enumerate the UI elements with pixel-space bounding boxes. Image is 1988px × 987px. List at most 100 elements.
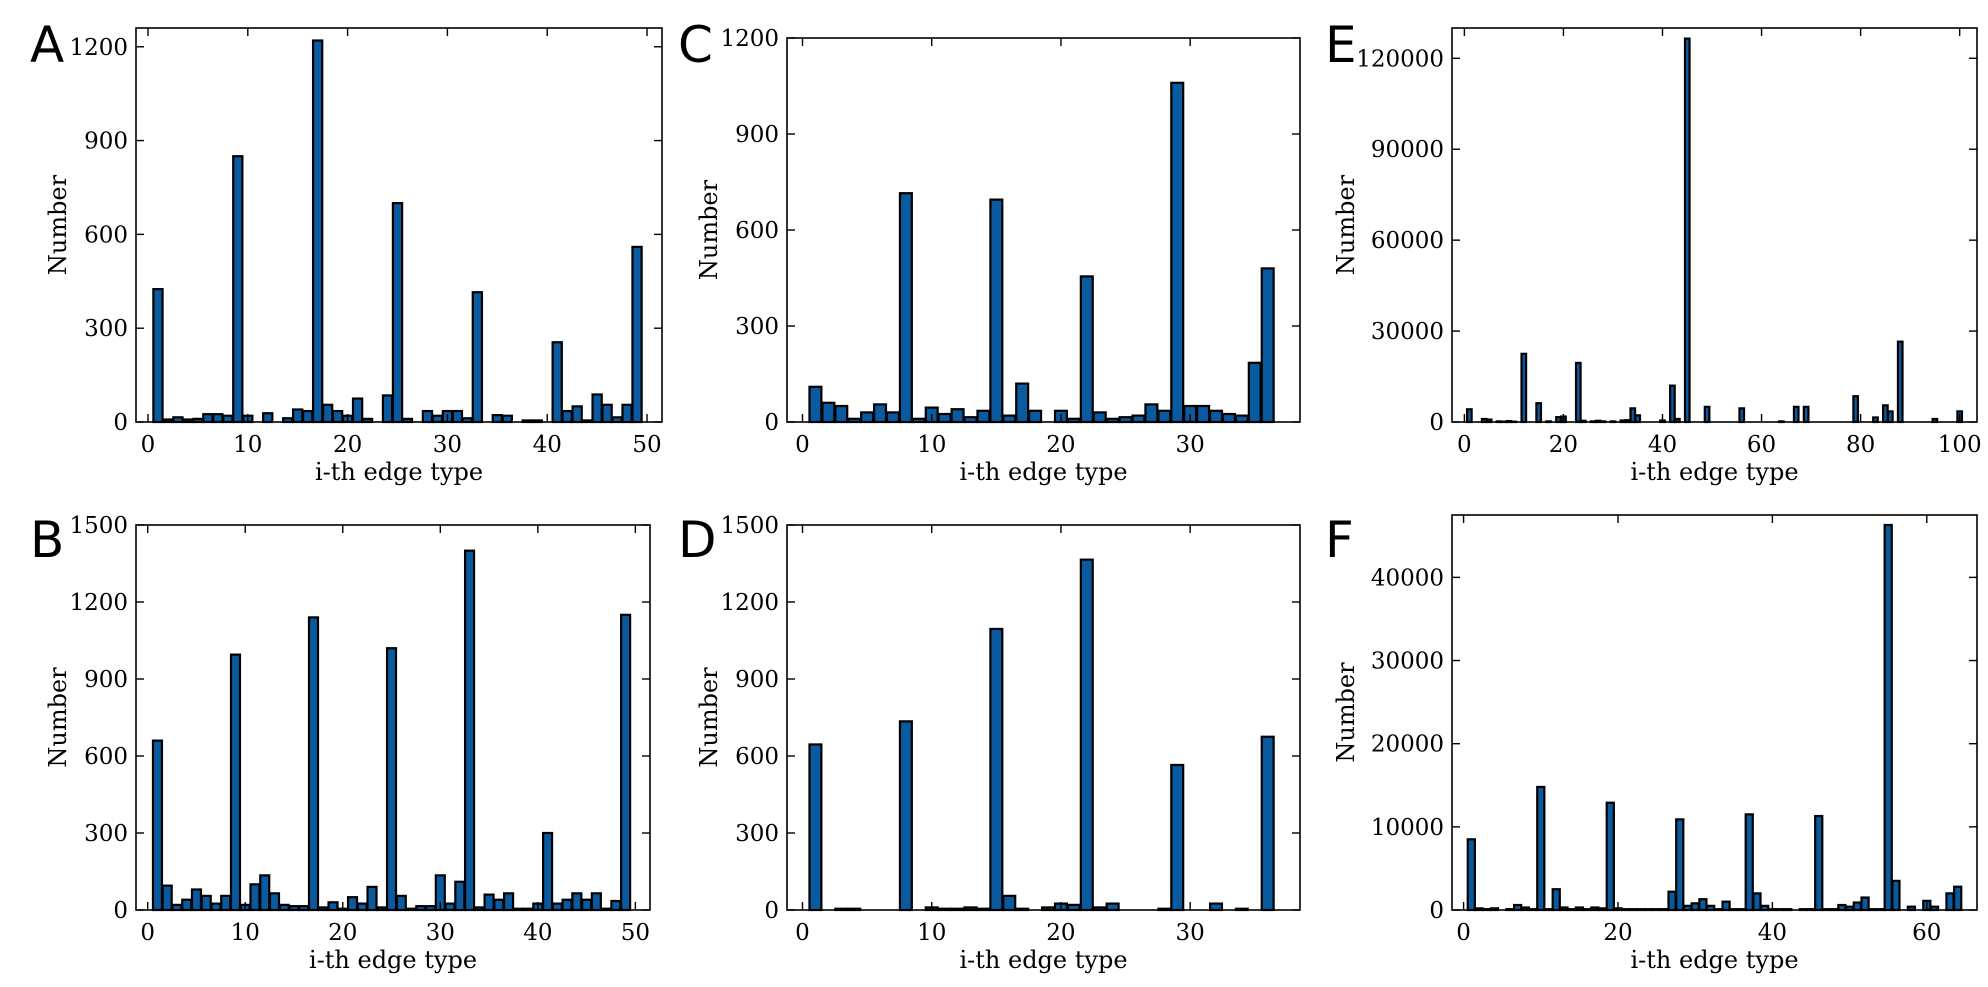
bar-e-69 — [1802, 405, 1810, 424]
bar-e-45 — [1683, 37, 1691, 424]
bar-b-43 — [561, 898, 573, 912]
bar-a-43 — [571, 405, 583, 424]
bar-c-35 — [1247, 361, 1262, 424]
y-axis-title-e: Number — [1332, 174, 1360, 275]
x-tick-label-a-50: 50 — [632, 432, 661, 458]
bar-b-48 — [610, 899, 622, 912]
y-axis-title-b: Number — [44, 667, 72, 768]
x-tick-label-e-20: 20 — [1549, 432, 1578, 458]
bar-d-32 — [1208, 902, 1224, 912]
bar-b-45 — [581, 898, 593, 912]
y-tick-label-b-600: 600 — [84, 744, 128, 770]
y-tick-label-a-900: 900 — [84, 129, 128, 155]
bar-a-12 — [262, 412, 274, 424]
bar-c-33 — [1221, 412, 1236, 424]
x-axis-title-f: i-th edge type — [1630, 946, 1798, 974]
bar-c-26 — [1131, 414, 1146, 424]
plot-frame-c — [786, 37, 1301, 423]
bar-b-32 — [454, 880, 466, 912]
bar-b-13 — [268, 892, 281, 912]
bar-e-23 — [1574, 361, 1582, 424]
x-tick-label-e-80: 80 — [1846, 432, 1875, 458]
bar-d-8 — [898, 720, 913, 912]
x-tick-label-f-40: 40 — [1758, 920, 1787, 946]
x-tick-label-b-20: 20 — [328, 920, 357, 946]
bar-a-15 — [292, 408, 304, 424]
bar-b-21 — [346, 896, 359, 912]
bar-e-1 — [1465, 408, 1473, 424]
bar-a-46 — [601, 403, 613, 424]
bar-a-45 — [591, 393, 603, 424]
bar-e-35 — [1634, 414, 1642, 424]
x-tick-label-d-20: 20 — [1046, 920, 1075, 946]
bar-a-21 — [351, 397, 364, 424]
x-axis-title-e: i-th edge type — [1630, 458, 1798, 486]
bar-b-25 — [385, 647, 398, 912]
plot-frame-b — [135, 524, 651, 911]
x-tick-label-b-10: 10 — [231, 920, 260, 946]
chart-panel-e: 0 20 40 60 80 100 0 30000 60000 90000 120000 i-th e… — [1325, 16, 1982, 486]
y-tick-label-d-900: 900 — [735, 667, 779, 693]
x-tick-label-a-30: 30 — [433, 432, 462, 458]
bar-d-24 — [1105, 902, 1120, 912]
panel-letter-d: D — [678, 511, 717, 569]
bar-f-56 — [1891, 879, 1901, 912]
bar-c-3 — [834, 404, 849, 424]
y-tick-label-d-1200: 1200 — [720, 590, 779, 616]
bar-a-33 — [471, 291, 484, 424]
bar-a-25 — [391, 202, 404, 424]
x-tick-label-f-20: 20 — [1603, 920, 1632, 946]
panel-letter-c: C — [678, 16, 713, 74]
bar-e-56 — [1738, 407, 1746, 424]
bar-f-34 — [1721, 900, 1731, 912]
bar-b-23 — [366, 885, 378, 912]
chart-panel-b: 0 10 20 30 40 50 0 300 600 900 1200 1500 i-th edge t… — [30, 511, 651, 974]
x-axis-title-c: i-th edge type — [959, 458, 1127, 486]
bar-d-29 — [1170, 763, 1185, 912]
y-tick-label-d-600: 600 — [735, 744, 779, 770]
bar-b-46 — [590, 892, 602, 912]
y-tick-label-f-10000: 10000 — [1371, 815, 1444, 841]
bar-d-22 — [1079, 558, 1094, 912]
y-axis-title-c: Number — [695, 179, 723, 280]
bar-f-31 — [1698, 898, 1708, 912]
x-tick-label-d-0: 0 — [795, 920, 810, 946]
y-tick-label-f-40000: 40000 — [1371, 565, 1444, 591]
y-axis-title-f: Number — [1332, 662, 1360, 763]
bar-c-6 — [872, 403, 888, 424]
bar-f-46 — [1814, 814, 1824, 912]
bar-a-24 — [381, 394, 394, 424]
bar-b-6 — [200, 894, 212, 912]
x-tick-label-e-100: 100 — [1938, 432, 1982, 458]
x-tick-label-e-40: 40 — [1648, 432, 1677, 458]
y-tick-label-b-900: 900 — [84, 667, 128, 693]
bar-f-12 — [1551, 888, 1561, 912]
panel-letter-a: A — [30, 16, 64, 74]
bar-c-15 — [989, 198, 1004, 424]
plot-frame-a — [135, 27, 663, 423]
y-tick-label-e-0: 0 — [1429, 410, 1444, 436]
bar-a-8 — [222, 414, 234, 424]
bar-a-9 — [232, 155, 244, 424]
x-tick-label-c-20: 20 — [1046, 432, 1075, 458]
bar-b-35 — [483, 893, 495, 912]
bar-e-49 — [1703, 405, 1711, 424]
y-tick-label-f-0: 0 — [1429, 898, 1444, 924]
bar-c-32 — [1208, 409, 1224, 424]
bar-a-35 — [491, 414, 504, 424]
bar-e-12 — [1520, 352, 1528, 424]
x-tick-label-e-0: 0 — [1457, 432, 1472, 458]
bar-c-23 — [1092, 411, 1107, 424]
y-tick-label-b-1200: 1200 — [69, 590, 128, 616]
bar-e-15 — [1535, 402, 1543, 424]
bar-b-33 — [463, 549, 476, 912]
x-tick-label-d-10: 10 — [917, 920, 946, 946]
bar-c-5 — [860, 411, 875, 424]
bar-b-11 — [249, 883, 261, 912]
x-axis-title-b: i-th edge type — [309, 946, 477, 974]
bar-b-9 — [229, 653, 242, 912]
panel-letter-f: F — [1325, 511, 1354, 569]
bar-b-26 — [395, 894, 407, 912]
